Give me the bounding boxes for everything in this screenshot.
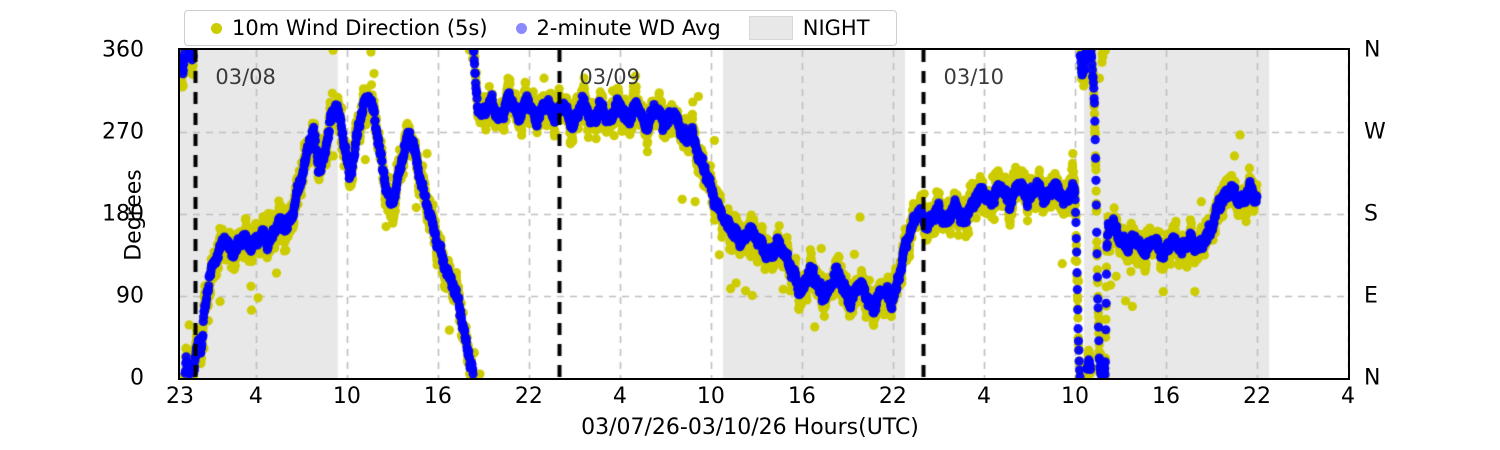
x-tick-label: 16 — [1151, 384, 1180, 409]
x-axis-label: 03/07/26-03/10/26 Hours(UTC) — [581, 415, 919, 440]
day-label: 03/10 — [943, 65, 1004, 90]
day-label: 03/08 — [215, 65, 276, 90]
legend-label: NIGHT — [802, 16, 870, 40]
y-tick-label: 180 — [102, 201, 144, 227]
legend-item[interactable]: 2-minute WD Avg — [502, 16, 735, 40]
x-tick-label: 16 — [423, 384, 452, 409]
y2-tick-label: W — [1364, 119, 1386, 145]
y-tick-label: 270 — [102, 119, 144, 145]
x-tick-label: 16 — [787, 384, 816, 409]
day-label: 03/09 — [579, 65, 640, 90]
plot-area: 03/08 03/09 03/10 — [178, 48, 1350, 380]
y-tick-label: 0 — [130, 365, 144, 391]
x-tick-label: 10 — [696, 384, 725, 409]
x-tick-label: 22 — [514, 384, 543, 409]
x-tick-label: 4 — [976, 384, 991, 409]
x-tick-label: 22 — [1242, 384, 1271, 409]
x-tick-label: 4 — [1341, 384, 1355, 409]
y2-tick-label: N — [1364, 365, 1381, 391]
x-tick-label: 22 — [878, 384, 907, 409]
legend-swatch — [748, 16, 793, 40]
x-tick-label: 4 — [248, 384, 263, 409]
chart-legend: 10m Wind Direction (5s) 2-minute WD Avg NI… — [184, 10, 897, 46]
legend-dot-icon — [211, 22, 222, 34]
x-tick-label: 23 — [166, 384, 194, 409]
y2-tick-label: E — [1364, 283, 1378, 309]
x-tick-label: 4 — [612, 384, 627, 409]
legend-label: 2-minute WD Avg — [536, 16, 721, 40]
x-tick-label: 10 — [1060, 384, 1089, 409]
x-tick-label: 10 — [332, 384, 361, 409]
scatter-canvas — [180, 50, 1348, 378]
y2-tick-label: N — [1364, 37, 1381, 63]
legend-dot-icon — [515, 22, 527, 34]
legend-item[interactable]: 10m Wind Direction (5s) — [197, 16, 502, 40]
legend-label: 10m Wind Direction (5s) — [232, 16, 488, 40]
y2-tick-label: S — [1364, 201, 1378, 227]
legend-item[interactable]: NIGHT — [735, 16, 884, 40]
y-tick-label: 90 — [116, 283, 144, 309]
y-tick-label: 360 — [102, 37, 144, 63]
